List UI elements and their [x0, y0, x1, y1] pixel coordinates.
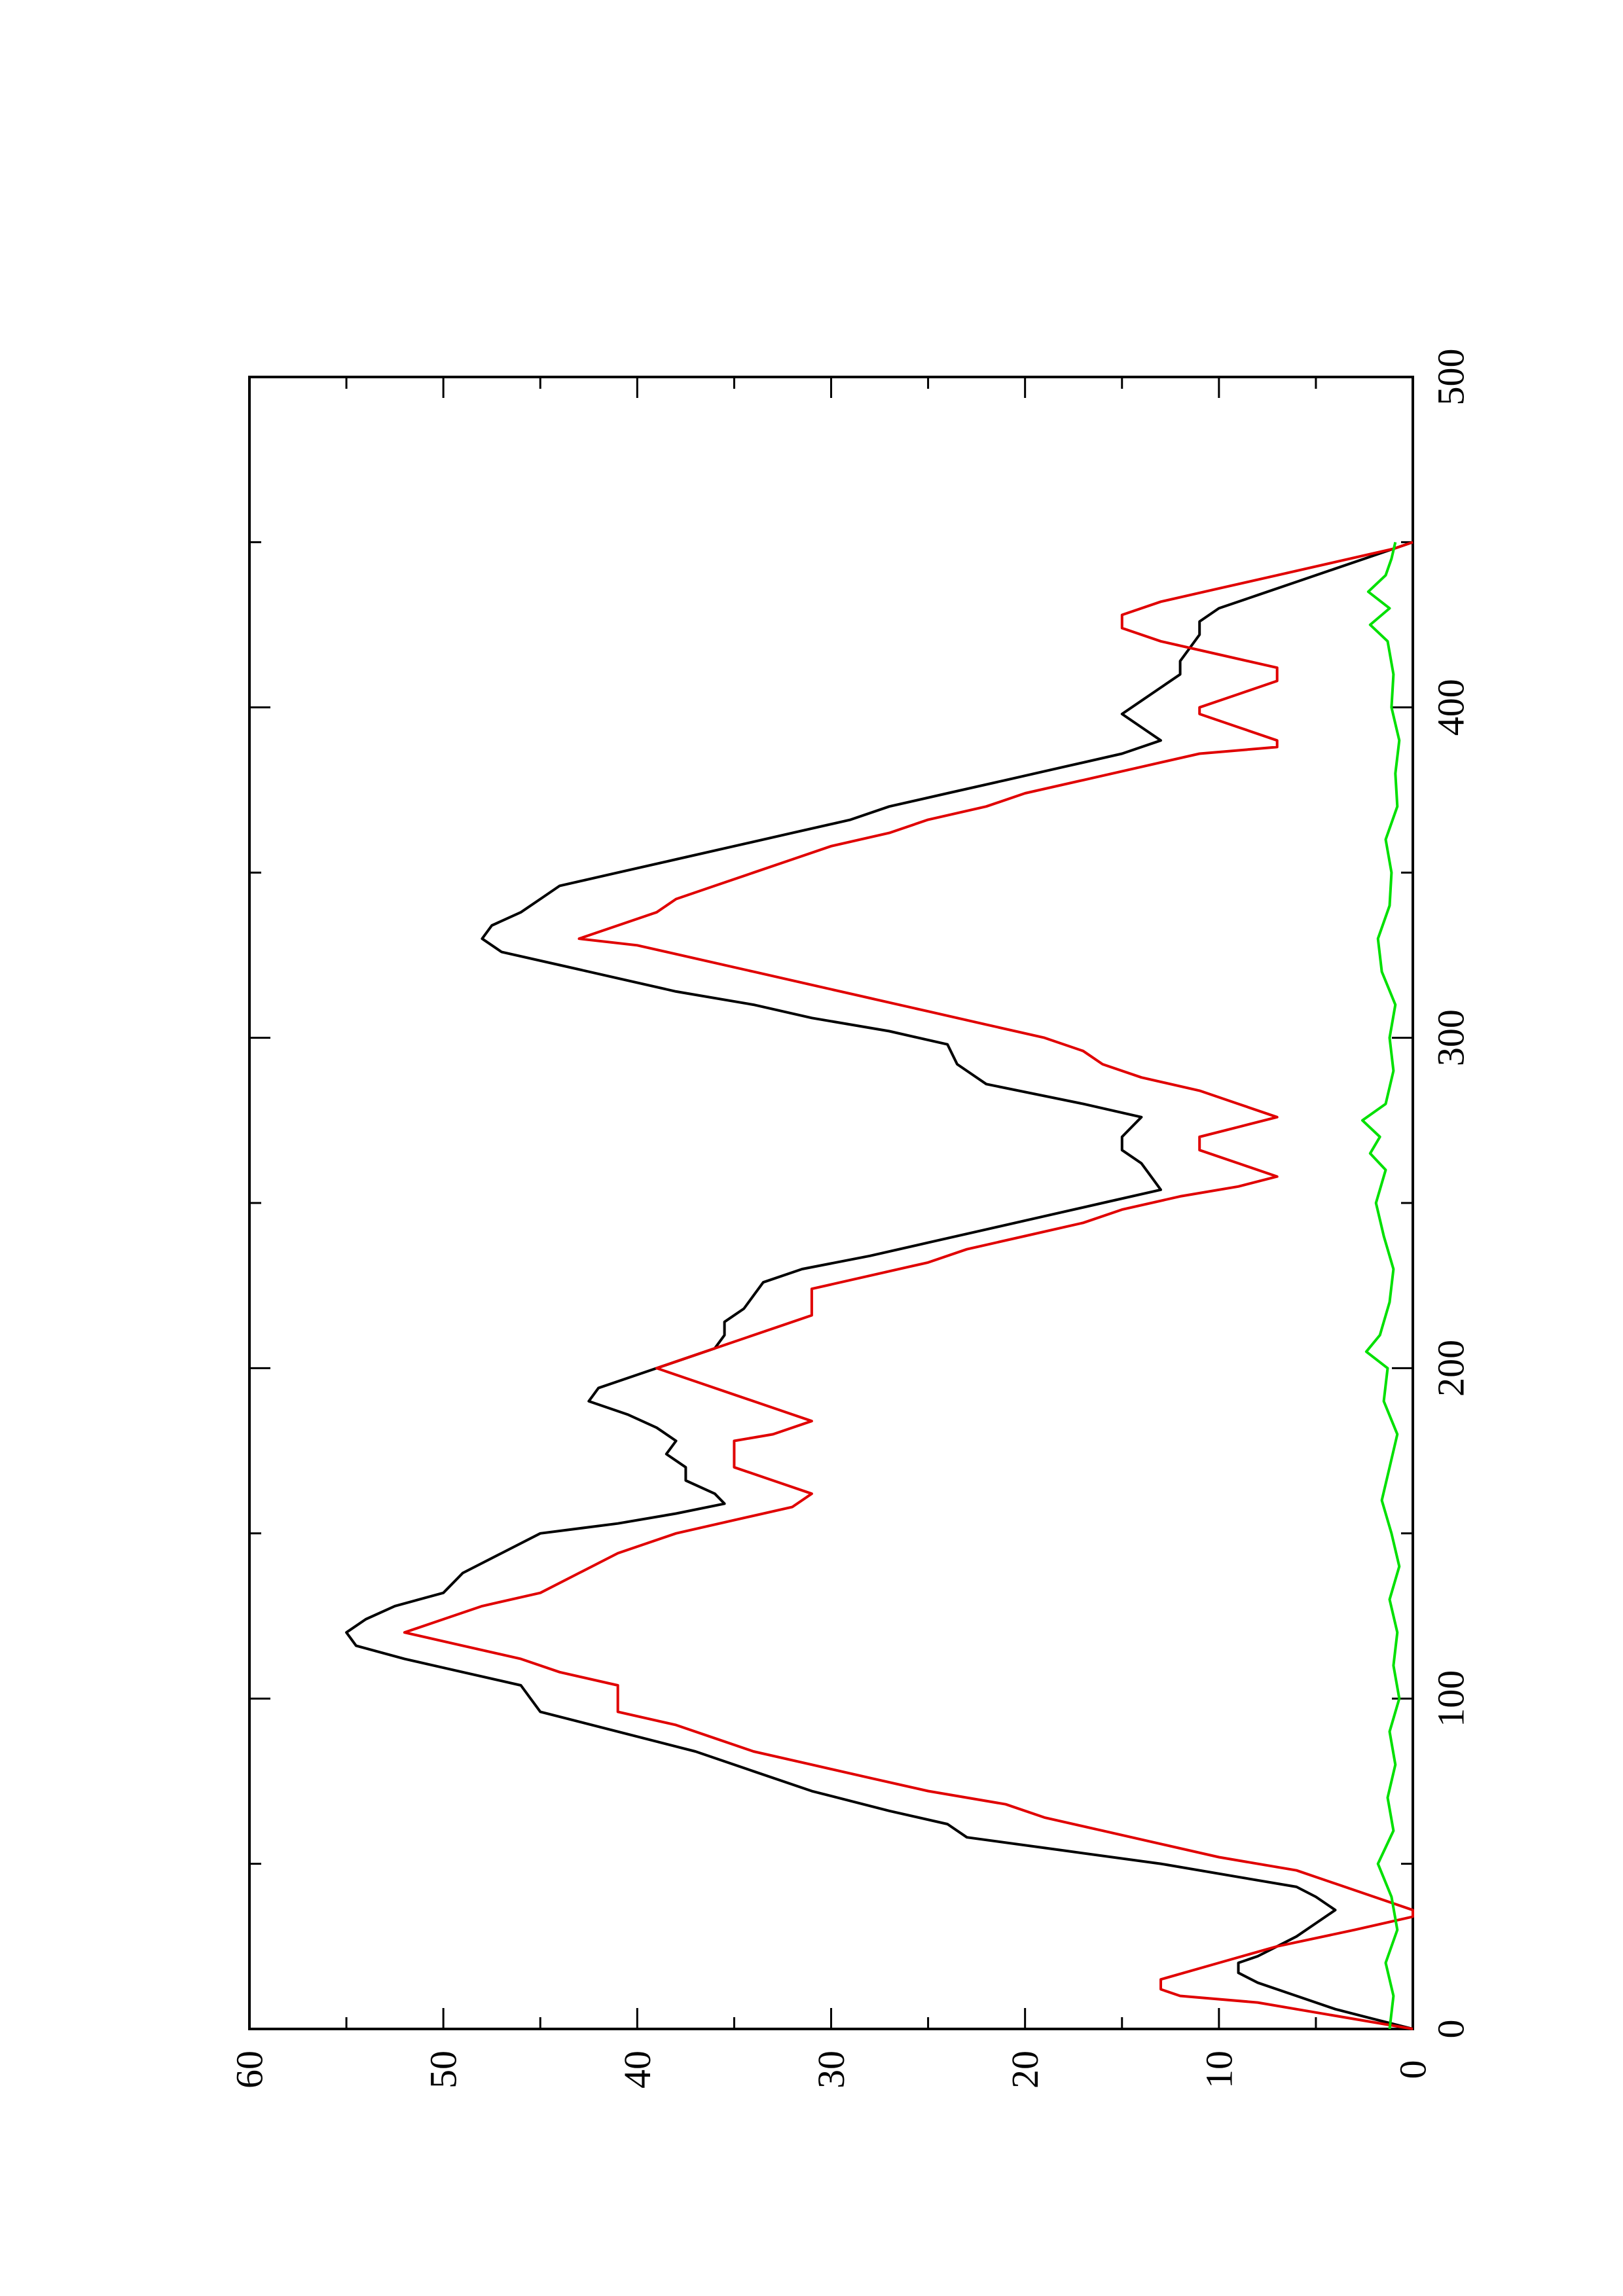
- series-line-1: [345, 541, 1413, 2030]
- axis-ticks: [248, 376, 1414, 2030]
- data-series: [345, 541, 1414, 2030]
- series-line-3: [1361, 541, 1401, 2030]
- y-tick-label: 60: [228, 2051, 271, 2089]
- x-tick-label: 300: [1430, 1009, 1472, 1066]
- axis-tick-labels: 0 100 200 300 400 500 0 10 20 30 40 50 60: [228, 349, 1472, 2089]
- y-tick-label: 10: [1197, 2051, 1240, 2089]
- y-tick-label: 30: [810, 2051, 852, 2089]
- y-tick-label: 0: [1392, 2060, 1434, 2079]
- x-tick-label: 400: [1430, 679, 1472, 736]
- x-tick-label: 500: [1430, 349, 1472, 406]
- series-line-2: [403, 541, 1414, 2030]
- x-tick-label: 100: [1430, 1670, 1472, 1727]
- plot-frame: [248, 376, 1414, 2030]
- y-tick-label: 40: [616, 2051, 659, 2089]
- x-tick-label: 0: [1430, 2020, 1472, 2039]
- y-tick-label: 50: [422, 2051, 465, 2089]
- x-tick-label: 200: [1430, 1340, 1472, 1397]
- y-tick-label: 20: [1004, 2051, 1046, 2089]
